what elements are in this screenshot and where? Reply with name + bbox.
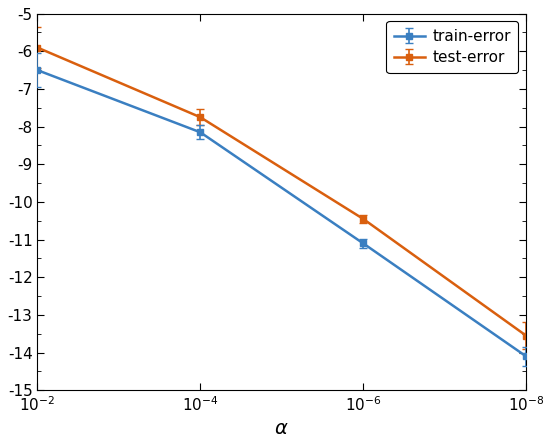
- Legend: train-error, test-error: train-error, test-error: [386, 21, 518, 73]
- X-axis label: $\alpha$: $\alpha$: [274, 419, 289, 438]
